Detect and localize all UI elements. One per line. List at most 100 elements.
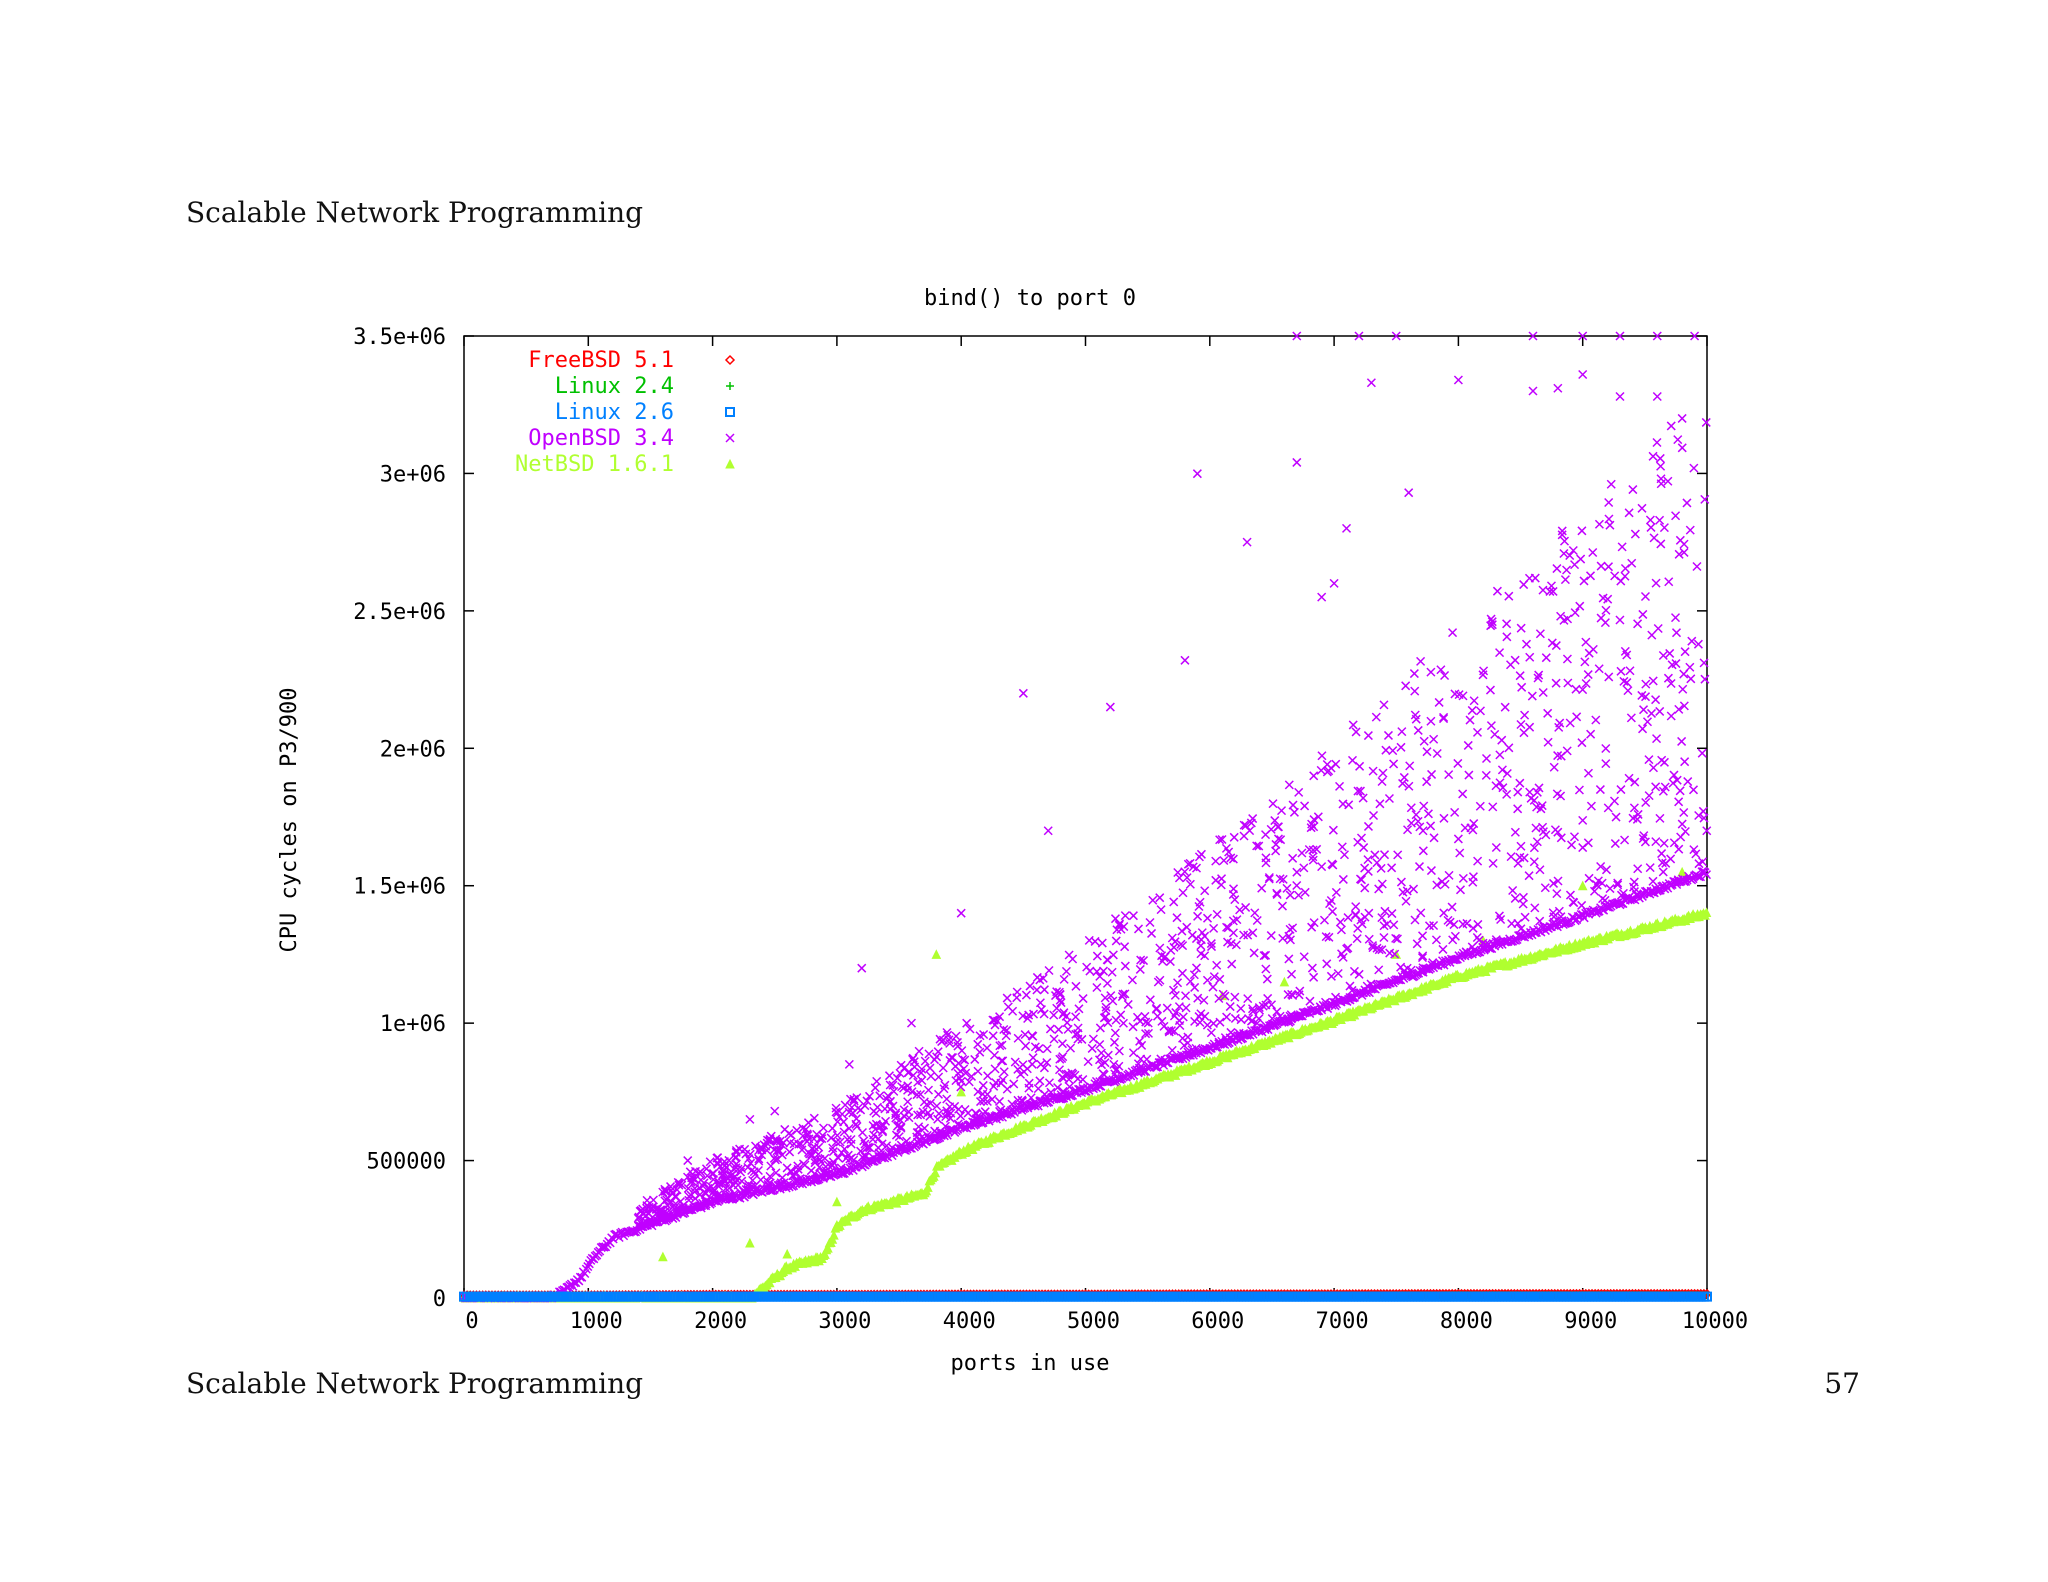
- data-point: [1579, 576, 1589, 586]
- data-point: [1638, 833, 1648, 844]
- data-point: [1565, 890, 1575, 900]
- data-point: [960, 1055, 970, 1065]
- data-point: [1656, 539, 1666, 549]
- data-point: [1450, 807, 1460, 817]
- data-point: [714, 1181, 724, 1191]
- data-point: [1516, 841, 1526, 851]
- data-point: [1504, 591, 1514, 601]
- data-point: [1434, 697, 1444, 707]
- data-point: [813, 1149, 823, 1159]
- data-point: [1330, 997, 1340, 1007]
- data-point: [1664, 577, 1674, 587]
- data-point: [1534, 783, 1544, 793]
- data-point: [1261, 858, 1271, 868]
- data-point: [1228, 854, 1238, 864]
- data-point: [1320, 997, 1331, 1007]
- data-point: [1537, 801, 1547, 811]
- data-point: [1526, 793, 1536, 803]
- data-point: [1674, 549, 1684, 559]
- data-point: [1329, 578, 1339, 588]
- data-point: [1410, 686, 1420, 696]
- data-point: [1584, 873, 1594, 883]
- data-point: [1455, 885, 1466, 895]
- data-point: [1128, 911, 1138, 921]
- data-point: [1035, 1096, 1045, 1106]
- data-point: [775, 1146, 785, 1156]
- data-point: [1648, 676, 1658, 686]
- data-point: [1319, 915, 1329, 925]
- data-point: [1263, 993, 1273, 1003]
- data-point: [1670, 613, 1681, 623]
- data-point: [1181, 1003, 1191, 1013]
- data-point: [1460, 823, 1470, 833]
- data-point: [785, 1147, 795, 1157]
- data-point: [695, 1201, 705, 1211]
- data-point: [1096, 1048, 1106, 1058]
- data-point: [1107, 967, 1117, 977]
- data-point: [1220, 991, 1230, 1001]
- data-point: [1448, 628, 1458, 638]
- data-point: [823, 1243, 833, 1253]
- data-point: [777, 1150, 787, 1160]
- data-point: [1206, 1028, 1216, 1038]
- data-point: [1284, 954, 1294, 964]
- data-point: [1504, 743, 1514, 753]
- data-point: [1309, 972, 1319, 982]
- data-point: [1058, 1052, 1068, 1062]
- data-point: [1605, 884, 1615, 894]
- data-point: [1364, 908, 1374, 918]
- data-point: [1374, 965, 1384, 975]
- data-point: [1473, 856, 1483, 866]
- data-point: [1304, 844, 1314, 855]
- data-point: [1156, 1054, 1166, 1064]
- data-point: [918, 1107, 928, 1117]
- data-point: [1128, 1022, 1138, 1032]
- data-point: [1345, 981, 1355, 991]
- data-point: [1202, 1020, 1212, 1030]
- data-point: [1155, 943, 1165, 953]
- data-point: [1510, 655, 1520, 665]
- data-point: [974, 1115, 985, 1125]
- data-point: [1533, 673, 1543, 683]
- data-point: [1657, 858, 1667, 868]
- data-point: [1481, 939, 1491, 949]
- data-point: [1594, 664, 1604, 674]
- data-point: [1321, 932, 1331, 942]
- data-point: [1665, 648, 1675, 658]
- data-point: [892, 1073, 902, 1083]
- data-point: [953, 1119, 963, 1129]
- data-point: [1601, 743, 1611, 754]
- data-point: [1692, 561, 1702, 572]
- data-point: [1354, 331, 1364, 341]
- data-point: [1528, 331, 1538, 341]
- data-point: [1167, 1045, 1177, 1055]
- data-point: [1343, 943, 1353, 953]
- x-tick-label: 10000: [1682, 1309, 1748, 1334]
- data-point: [1018, 1011, 1028, 1021]
- data-point: [777, 1139, 787, 1149]
- data-point: [1538, 687, 1548, 698]
- data-point: [987, 1094, 997, 1104]
- data-point: [1467, 942, 1477, 952]
- data-point: [1491, 842, 1501, 853]
- data-point: [1298, 1008, 1308, 1018]
- data-point: [743, 1184, 753, 1194]
- data-point: [717, 1171, 727, 1181]
- data-point: [1683, 777, 1693, 787]
- data-point: [1697, 748, 1707, 758]
- data-point: [1379, 700, 1389, 710]
- data-point: [1249, 948, 1259, 958]
- data-point: [1178, 888, 1188, 898]
- data-point: [1490, 729, 1500, 739]
- data-point: [1565, 718, 1575, 728]
- data-point: [1513, 918, 1523, 928]
- data-point: [1307, 819, 1317, 829]
- data-point: [1628, 813, 1638, 823]
- data-point: [888, 1080, 898, 1090]
- data-point: [733, 1180, 743, 1190]
- data-point: [1214, 993, 1224, 1004]
- data-point: [878, 1126, 888, 1136]
- data-point: [1064, 1089, 1074, 1099]
- data-point: [857, 1152, 867, 1162]
- data-point: [1411, 810, 1421, 820]
